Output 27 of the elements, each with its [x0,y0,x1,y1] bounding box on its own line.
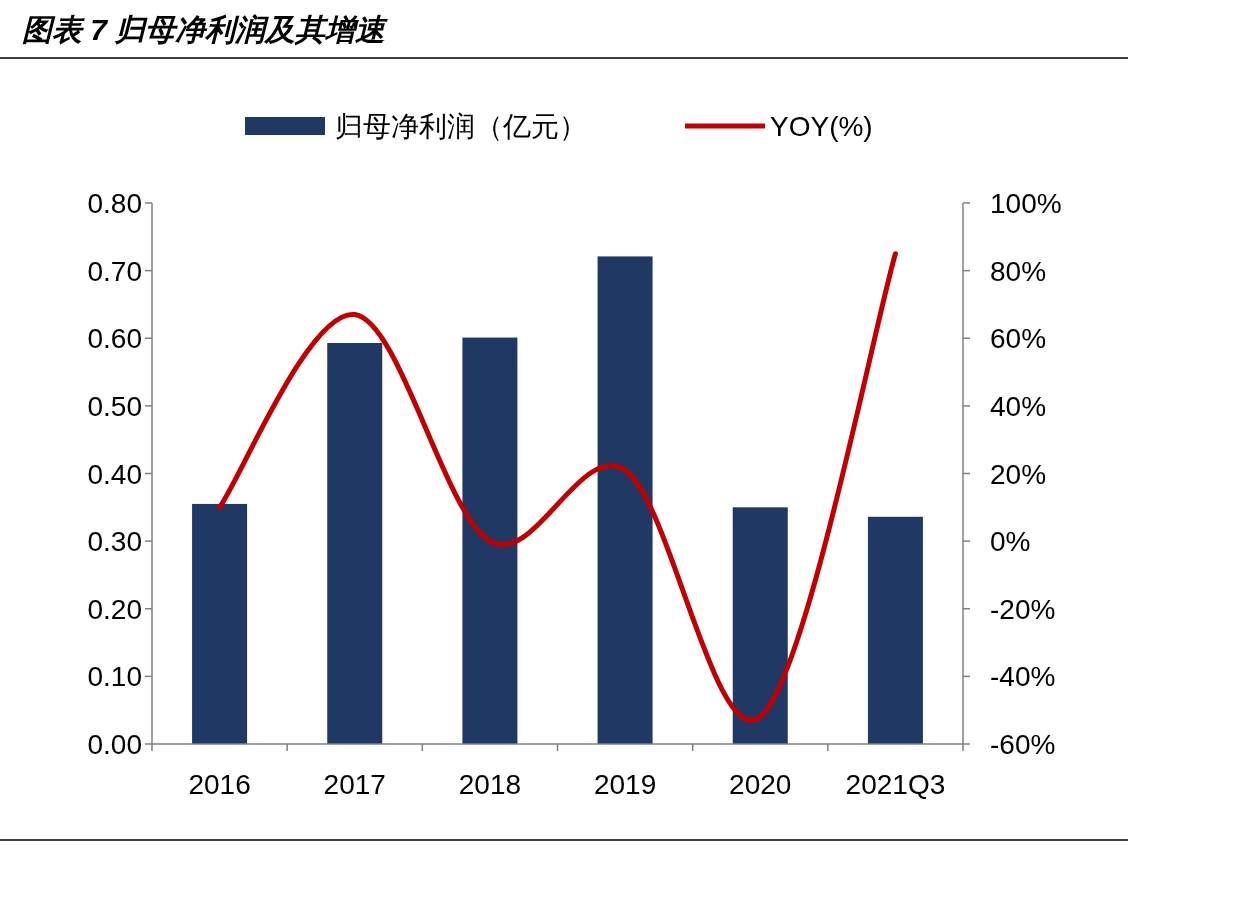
x-tick-label: 2019 [593,769,657,800]
x-tick-label: 2020 [729,769,792,800]
y2-tick-label: 20% [990,458,1047,490]
y-tick-label: 0.10 [87,661,142,693]
x-tick-label: 2016 [188,769,251,800]
x-tick-label: 2018 [458,769,522,800]
legend-label: 归母净利润（亿元） [335,111,587,142]
y-tick-label: 0.20 [87,593,142,625]
y2-tick-label: 0% [990,526,1031,558]
y2-tick-label: -40% [990,661,1056,693]
y2-tick-label: 60% [990,323,1047,355]
x-tick-label: 2017 [323,769,386,800]
y2-tick-label: 100% [990,188,1062,219]
y2-tick-label: -60% [990,729,1056,760]
y2-tick-label: 40% [990,390,1047,422]
y-tick-label: 0.30 [87,526,142,558]
chart-title: 图表 7 归母净利润及其增速 [22,13,389,46]
y-tick-label: 0.00 [87,729,142,760]
y-tick-label: 0.80 [87,188,142,219]
legend-label: YOY(%) [770,111,873,142]
y2-tick-label: 80% [990,255,1047,287]
x-tick-label: 2021Q3 [845,769,946,800]
y-tick-label: 0.40 [87,458,142,490]
y-tick-label: 0.70 [87,255,142,287]
y-tick-label: 0.50 [87,390,142,422]
y2-tick-label: -20% [990,593,1056,625]
y-tick-label: 0.60 [87,323,142,355]
